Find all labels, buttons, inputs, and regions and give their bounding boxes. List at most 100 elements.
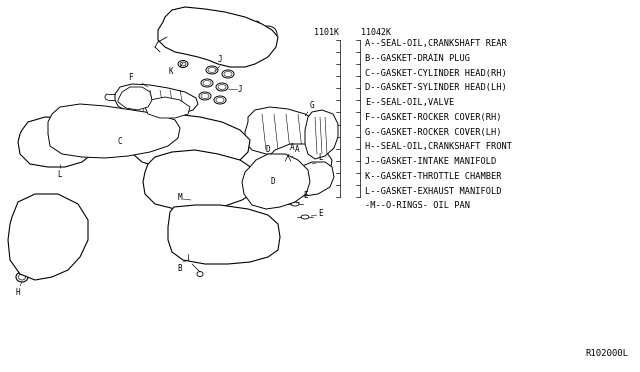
Ellipse shape [144,130,160,150]
Polygon shape [18,117,95,167]
Ellipse shape [316,174,324,184]
Ellipse shape [216,97,224,103]
Text: M: M [177,193,182,202]
Text: G: G [310,101,315,110]
Ellipse shape [60,122,65,126]
Ellipse shape [208,67,216,73]
Ellipse shape [222,70,234,78]
Polygon shape [48,104,180,158]
Polygon shape [288,162,334,196]
Ellipse shape [284,156,296,168]
Text: L--GASKET-EXHAUST MANIFOLD: L--GASKET-EXHAUST MANIFOLD [365,187,502,196]
Ellipse shape [262,29,273,39]
Ellipse shape [178,61,188,67]
Text: D: D [266,145,270,154]
Ellipse shape [54,235,70,253]
Ellipse shape [201,170,219,190]
Ellipse shape [214,96,226,104]
Polygon shape [305,110,338,159]
Ellipse shape [60,117,65,121]
Text: -M--O-RINGS- OIL PAN: -M--O-RINGS- OIL PAN [365,202,470,211]
Ellipse shape [199,92,211,100]
Ellipse shape [301,215,309,219]
Ellipse shape [287,158,294,166]
Text: F: F [128,73,132,82]
Ellipse shape [203,80,211,86]
Ellipse shape [305,174,313,184]
Ellipse shape [225,170,243,190]
Ellipse shape [70,136,79,148]
Ellipse shape [197,272,203,276]
Text: D--GASKET-SYLINDER HEAD(LH): D--GASKET-SYLINDER HEAD(LH) [365,83,507,92]
Ellipse shape [21,209,49,239]
Ellipse shape [19,274,26,280]
Polygon shape [143,150,258,210]
Ellipse shape [50,230,74,258]
Text: E: E [303,191,308,200]
Text: E--SEAL-OIL,VALVE: E--SEAL-OIL,VALVE [365,98,454,107]
Text: R102000L: R102000L [585,349,628,358]
Text: J--GASKET-INTAKE MANIFOLD: J--GASKET-INTAKE MANIFOLD [365,157,496,166]
Polygon shape [130,114,250,170]
Ellipse shape [177,170,195,190]
Ellipse shape [218,84,226,90]
Ellipse shape [259,26,277,42]
Text: 1101K: 1101K [314,28,339,37]
Ellipse shape [283,178,293,190]
Text: G--GASKET-ROCKER COVER(LH): G--GASKET-ROCKER COVER(LH) [365,128,502,137]
Ellipse shape [186,250,191,254]
Ellipse shape [291,202,299,206]
Ellipse shape [206,66,218,74]
Text: A--SEAL-OIL,CRANKSHAFT REAR: A--SEAL-OIL,CRANKSHAFT REAR [365,39,507,48]
Ellipse shape [186,139,204,155]
Text: D: D [270,177,275,186]
Ellipse shape [60,137,65,141]
Polygon shape [262,144,332,188]
Polygon shape [158,7,278,67]
Text: C: C [117,138,122,147]
Text: H: H [16,288,20,297]
Text: A: A [290,143,294,152]
Text: H--SEAL-OIL,CRANKSHAFT FRONT: H--SEAL-OIL,CRANKSHAFT FRONT [365,142,512,151]
Polygon shape [145,97,190,118]
Ellipse shape [60,112,65,116]
Ellipse shape [188,130,204,150]
Polygon shape [115,84,198,117]
Text: L: L [318,153,323,162]
Text: K: K [168,67,173,76]
Polygon shape [245,107,322,155]
Polygon shape [168,205,280,264]
Text: 11042K: 11042K [361,28,391,37]
Polygon shape [242,154,310,209]
Ellipse shape [193,173,207,187]
Ellipse shape [166,130,182,150]
Text: J: J [218,55,222,64]
Ellipse shape [153,170,171,190]
Ellipse shape [269,178,279,190]
Ellipse shape [60,127,65,131]
Polygon shape [118,87,152,110]
Text: K--GASKET-THROTTLE CHAMBER: K--GASKET-THROTTLE CHAMBER [365,172,502,181]
Ellipse shape [199,199,207,205]
Text: C--GASKET-CYLINDER HEAD(RH): C--GASKET-CYLINDER HEAD(RH) [365,68,507,77]
Text: E: E [318,209,323,218]
Ellipse shape [201,93,209,99]
Ellipse shape [210,130,226,150]
Ellipse shape [16,272,28,282]
Ellipse shape [201,79,213,87]
Ellipse shape [294,174,302,184]
Ellipse shape [255,178,265,190]
Text: J: J [238,84,243,93]
Ellipse shape [29,136,38,148]
Ellipse shape [56,136,65,148]
Text: F--GASKET-ROCKER COVER(RH): F--GASKET-ROCKER COVER(RH) [365,113,502,122]
Ellipse shape [60,142,65,146]
Ellipse shape [60,132,65,136]
Ellipse shape [26,214,44,234]
Text: A: A [295,145,300,154]
Ellipse shape [224,71,232,77]
Text: L: L [58,170,62,179]
Ellipse shape [184,248,192,256]
Ellipse shape [216,83,228,91]
Ellipse shape [189,198,197,202]
